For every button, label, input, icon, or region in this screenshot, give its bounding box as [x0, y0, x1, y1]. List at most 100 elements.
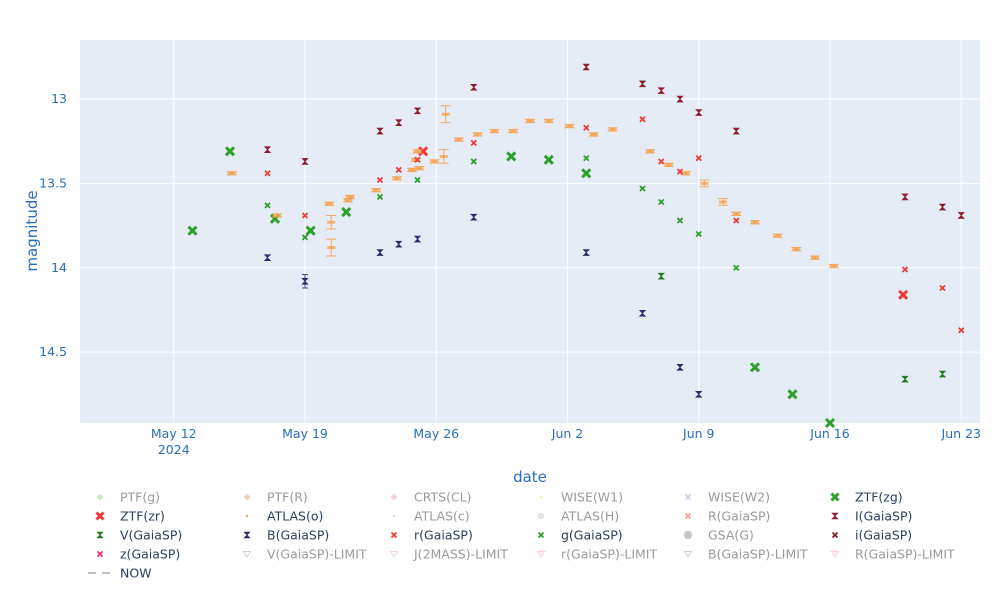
data-point [901, 375, 909, 383]
data-point [718, 198, 729, 206]
x-tick-label: May 12 [151, 426, 197, 441]
data-point [395, 240, 403, 248]
series-ztf-zg [187, 146, 836, 429]
legend-item[interactable]: ATLAS(c) [392, 509, 470, 524]
legend-item[interactable]: WISE(W1) [539, 490, 623, 505]
legend-symbol [830, 492, 840, 502]
legend-symbol [243, 531, 251, 539]
data-point [676, 95, 684, 103]
legend-symbol [683, 551, 693, 558]
x-tick-label: Jun 16 [809, 426, 849, 441]
data-point [264, 202, 271, 209]
data-point [901, 266, 909, 273]
legend-label: B(GaiaSP) [267, 528, 329, 543]
data-point [470, 83, 478, 91]
legend-label: B(GaiaSP)-LIMIT [708, 547, 808, 562]
data-point [699, 179, 710, 188]
legend-label: ATLAS(H) [561, 509, 619, 524]
data-point [413, 235, 422, 243]
data-point [733, 217, 740, 224]
legend-item[interactable]: GSA(G) [683, 528, 754, 543]
legend-symbol [96, 493, 104, 501]
legend-item[interactable]: I(GaiaSP) [831, 509, 912, 524]
data-point [376, 249, 384, 256]
legend-label: J(2MASS)-LIMIT [413, 547, 508, 562]
data-point [326, 214, 337, 230]
legend-item[interactable]: r(GaiaSP)-LIMIT [536, 547, 658, 562]
data-point [676, 364, 684, 371]
legend-item[interactable]: i(GaiaSP) [831, 528, 913, 543]
data-point [938, 370, 947, 378]
legend-item[interactable]: PTF(g) [96, 490, 161, 505]
data-point [525, 118, 535, 124]
data-point [639, 185, 646, 192]
legend-symbol [389, 551, 399, 558]
legend-item[interactable]: ZTF(zg) [830, 490, 903, 505]
series-v-gaiasp [657, 272, 947, 383]
legend-item[interactable]: R(GaiaSP)-LIMIT [830, 547, 956, 562]
legend-item[interactable]: z(GaiaSP) [96, 547, 181, 562]
data-point [470, 139, 477, 147]
legend-label: V(GaiaSP)-LIMIT [267, 547, 367, 562]
x-tick-label: Jun 2 [551, 426, 583, 441]
legend-item[interactable]: ZTF(zr) [95, 509, 165, 524]
data-point [658, 198, 665, 206]
legend-item[interactable]: J(2MASS)-LIMIT [389, 547, 509, 562]
legend-item[interactable]: NOW [88, 566, 152, 581]
legend-item[interactable]: ATLAS(o) [245, 509, 324, 524]
data-point [658, 158, 665, 165]
data-point [429, 159, 440, 164]
data-point [187, 225, 198, 236]
series-ztf-zr [418, 146, 909, 300]
data-point [305, 225, 316, 236]
legend-label: R(GaiaSP) [708, 509, 770, 524]
data-point [772, 233, 783, 238]
legend-label: ATLAS(o) [267, 509, 323, 524]
legend-label: g(GaiaSP) [561, 528, 623, 543]
legend-label: ZTF(zr) [120, 509, 165, 524]
data-point [657, 87, 665, 94]
legend-item[interactable]: V(GaiaSP) [96, 528, 182, 543]
legend-label: r(GaiaSP) [414, 528, 473, 543]
data-point [695, 154, 702, 162]
legend-item[interactable]: g(GaiaSP) [537, 528, 623, 543]
data-point [395, 166, 402, 174]
legend-item[interactable]: WISE(W2) [684, 490, 770, 505]
y-axis-ticks: 13 13.5 14 14.5 [39, 91, 67, 359]
legend-item[interactable]: V(GaiaSP)-LIMIT [242, 547, 367, 562]
data-point [732, 127, 740, 135]
legend-symbol [96, 531, 104, 539]
x-tick-label: May 26 [413, 426, 459, 441]
data-point [438, 149, 449, 164]
data-point [440, 105, 451, 124]
data-point [391, 176, 402, 181]
data-point [263, 254, 272, 261]
legend-label: I(GaiaSP) [855, 509, 912, 524]
legend-item[interactable]: ATLAS(H) [537, 509, 619, 524]
legend-symbol [95, 511, 105, 521]
legend: PTF(g) PTF(R) CRTS(CL) WISE(W1) WISE(W2) ZTF(… [88, 490, 955, 581]
legend-item[interactable]: B(GaiaSP)-LIMIT [683, 547, 808, 562]
series-i-gaiasp [263, 63, 965, 219]
data-point [489, 128, 500, 134]
data-point [733, 264, 740, 271]
legend-item[interactable]: CRTS(CL) [390, 490, 472, 505]
x-tick-label: Jun 9 [682, 426, 715, 441]
legend-item[interactable]: B(GaiaSP) [243, 528, 329, 543]
data-point [639, 116, 646, 123]
data-point [583, 154, 590, 162]
legend-label: ZTF(zg) [855, 490, 903, 505]
data-point [695, 391, 703, 398]
data-point [376, 127, 384, 135]
legend-item[interactable]: r(GaiaSP) [390, 528, 473, 543]
x-tick-label: May 19 [282, 426, 328, 441]
legend-label: PTF(g) [120, 490, 160, 505]
data-point [645, 149, 655, 154]
series-b-gaiasp [263, 213, 703, 398]
data-point [750, 220, 760, 225]
data-point [414, 166, 425, 171]
data-point [418, 146, 429, 157]
legend-item[interactable]: R(GaiaSP) [684, 509, 771, 524]
legend-item[interactable]: PTF(R) [243, 490, 308, 505]
data-point [583, 124, 590, 131]
